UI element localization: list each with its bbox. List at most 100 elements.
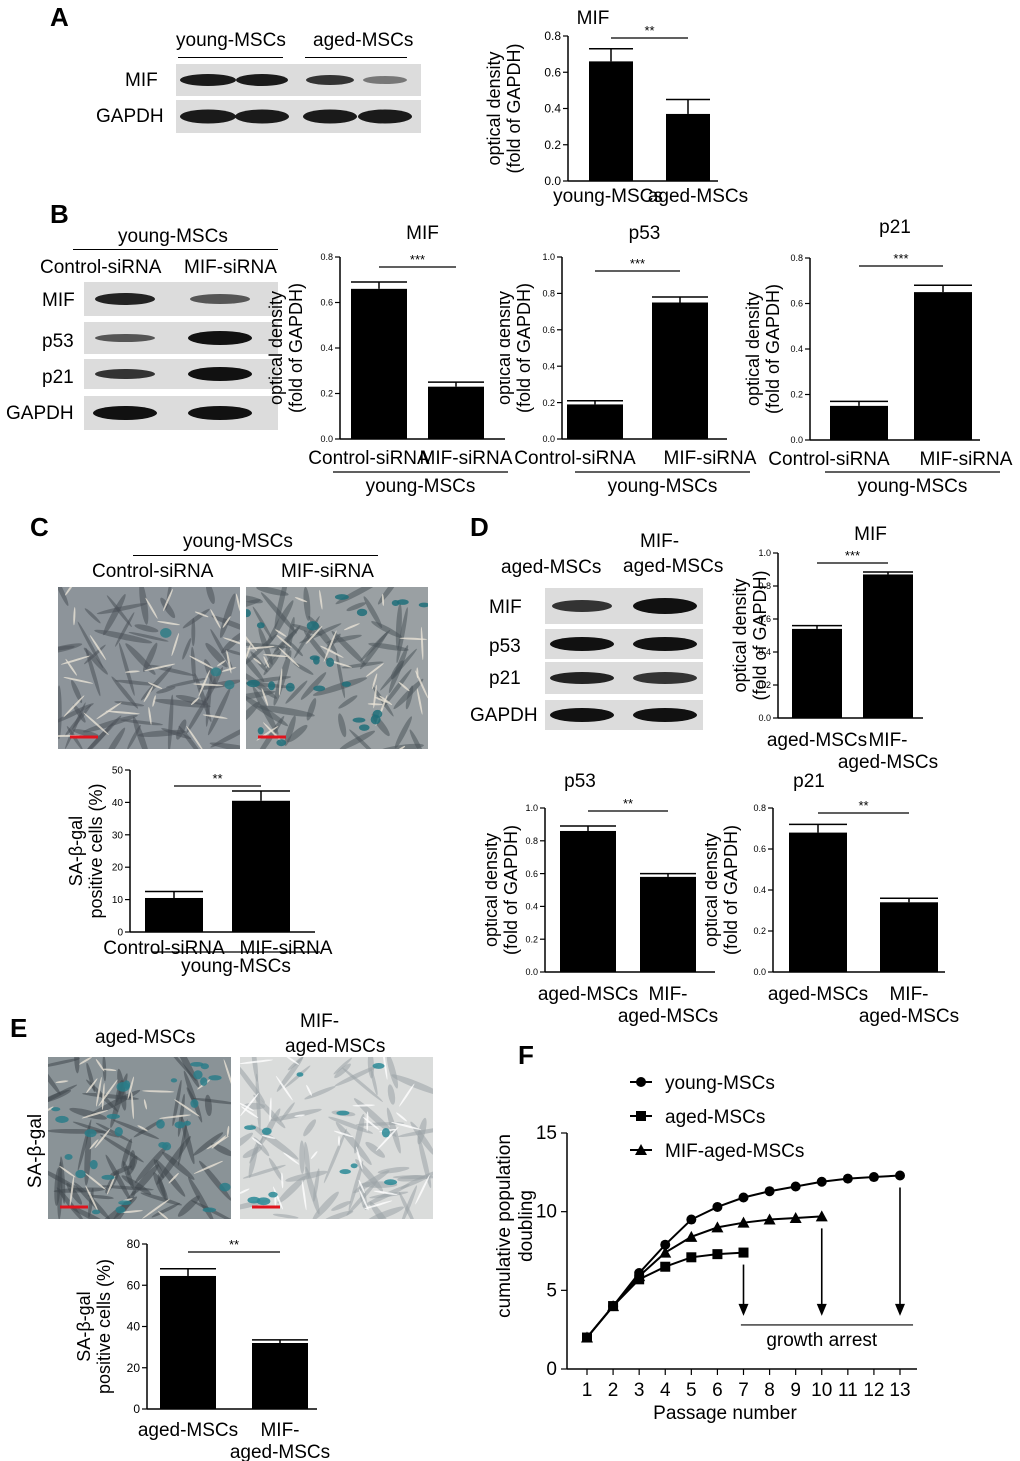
micro-c1-cell-highlight <box>216 660 226 667</box>
chart-b1-ytick-label: 0.2 <box>320 389 333 399</box>
blot-d-p21-band-2 <box>633 672 697 684</box>
blot-b-gapdh-band-1 <box>93 406 157 420</box>
micro-e2-cell-highlight <box>240 1093 259 1117</box>
micro-c2-cell <box>257 705 315 717</box>
chart-f-legend-marker-1 <box>636 1077 646 1087</box>
micro-e-label-mif-aged-1: MIF- <box>300 1011 340 1032</box>
micro-c1-cell <box>175 694 209 706</box>
micro-e2-cell <box>353 1098 397 1137</box>
micro-c2-cell-highlight <box>373 684 377 709</box>
micro-e1-blue-cell <box>174 1121 186 1129</box>
chart-f-point-circle <box>686 1214 697 1225</box>
micro-e1-blue-cell <box>91 1209 101 1215</box>
chart-f-point-circle <box>895 1170 905 1181</box>
chart-c-category-label-2: MIF-siRNA <box>240 938 333 959</box>
micro-c2-cell-highlight <box>372 673 378 690</box>
chart-b2-ytick-label: 0.0 <box>542 434 555 444</box>
chart-f-point-triangle <box>737 1216 750 1228</box>
micro-c1-cell-highlight <box>194 611 209 618</box>
micro-c2-cell-highlight <box>323 630 337 663</box>
micro-e-label-mif-aged-2: aged-MSCs <box>285 1036 386 1057</box>
micro-c1-cell-highlight <box>73 607 76 626</box>
micro-e1-cell <box>180 1116 195 1165</box>
chart-d3-ytick-label: 0.2 <box>753 926 766 936</box>
chart-d-mif: MIF 0.0 0.2 0.4 0.6 0.8 1.0 optical density(fol… <box>730 524 938 773</box>
chart-d3-category-label-2: MIF- <box>889 984 928 1005</box>
blot-b-p21-band-1 <box>95 369 155 379</box>
micro-e2-cell-highlight <box>382 1057 388 1080</box>
chart-f-xtick-label: 2 <box>608 1380 619 1401</box>
micro-e2-blue-cell <box>350 1163 358 1169</box>
chart-f-point-triangle <box>763 1213 776 1225</box>
micro-e1-cell-highlight <box>96 1076 102 1107</box>
chart-d2-ytick-label: 1.0 <box>525 803 538 813</box>
chart-b3-significance-stars: *** <box>893 251 908 266</box>
micro-c2-cell <box>339 730 376 749</box>
chart-b2-ytick-label: 1.0 <box>542 252 555 262</box>
micro-c1-cell <box>211 615 240 635</box>
micro-e2-cell <box>272 1213 299 1219</box>
micro-e2-cell-highlight <box>240 1188 250 1195</box>
micro-c2-blue-cell <box>341 681 352 687</box>
micro-c1-cell <box>103 594 126 636</box>
chart-a: MIF 0.0 0.2 0.4 0.6 0.8 optical density(fold o… <box>484 8 748 207</box>
micro-e1-cell <box>126 1155 138 1176</box>
micro-e1-blue-cell <box>89 1159 98 1170</box>
micro-e2-blue-cell <box>381 1128 390 1138</box>
micro-e1-cell-highlight <box>102 1068 117 1072</box>
micro-e1-cell <box>140 1192 183 1206</box>
micro-c2-cell-highlight <box>278 668 283 696</box>
micro-e-label-aged: aged-MSCs <box>95 1027 196 1048</box>
chart-d2-ylabel-line2: (fold of GAPDH) <box>501 825 521 955</box>
micro-c1-cell <box>205 587 215 604</box>
micro-e1-blue-cell <box>170 1078 178 1083</box>
chart-d1-ylabel-line2: (fold of GAPDH) <box>750 570 770 700</box>
chart-d3-category-label-1: aged-MSCs <box>768 984 868 1005</box>
chart-f-series-line-triangle <box>586 1215 822 1339</box>
micro-e2-cell-highlight <box>283 1152 300 1165</box>
micro-e2-cell <box>323 1128 347 1184</box>
chart-b2-group-label: young-MSCs <box>608 476 718 497</box>
chart-f-point-circle <box>660 1239 671 1250</box>
micro-e1-cell-highlight <box>226 1125 230 1137</box>
micro-c2-cell-highlight <box>381 593 385 606</box>
chart-b3-category-label-2: MIF-siRNA <box>920 449 1013 470</box>
blot-b-row-p53: p53 <box>42 331 74 352</box>
micrograph-c-mif-sirna <box>246 587 428 749</box>
micro-e1-cell-highlight <box>159 1114 191 1119</box>
chart-d2-category-label-1: aged-MSCs <box>538 984 638 1005</box>
micro-e2-cell-highlight <box>333 1130 354 1138</box>
micro-c2-cell <box>246 694 289 727</box>
chart-f-xtick-label: 11 <box>838 1380 858 1401</box>
micrograph-c-control <box>58 587 240 749</box>
micro-c1-cell-highlight <box>148 682 163 689</box>
chart-e-ylabel-line2: positive cells (%) <box>94 1259 114 1394</box>
chart-a-bar-1 <box>589 61 633 181</box>
chart-c-ytick-label: 10 <box>112 895 124 906</box>
chart-b1-bar-2 <box>428 386 484 439</box>
chart-b3-ylabel-line2: (fold of GAPDH) <box>763 284 783 414</box>
micro-e1-cell-highlight <box>48 1106 54 1114</box>
micrograph-e-aged <box>48 1057 231 1219</box>
micro-c1-cell <box>225 649 240 656</box>
micro-e2-blue-cell <box>296 1072 304 1077</box>
chart-b3-category-label-1: Control-siRNA <box>768 449 890 470</box>
micro-e1-cell <box>204 1094 212 1117</box>
micro-e2-cell <box>369 1191 409 1199</box>
chart-b-p21: p21 0.0 0.2 0.4 0.6 0.8 optical density(fold o… <box>745 217 1013 497</box>
micro-e1-blue-cell <box>114 1126 123 1137</box>
chart-b3-ytick-label: 0.0 <box>790 435 803 445</box>
micro-c2-cell-highlight <box>343 623 360 631</box>
micro-e2-cell <box>253 1094 286 1129</box>
micro-e2-cell-highlight <box>306 1084 312 1096</box>
micro-c1-cell <box>82 714 138 733</box>
chart-d3-ylabel-line2: (fold of GAPDH) <box>721 825 741 955</box>
micro-e2-cell <box>277 1175 307 1204</box>
chart-b2-title: p53 <box>629 223 661 244</box>
chart-d1-category-label-1: aged-MSCs <box>767 730 867 751</box>
micro-c1-cell <box>182 638 192 660</box>
blot-b-gapdh-band-2 <box>188 406 252 420</box>
micro-e1-cell <box>192 1098 231 1105</box>
micrograph-e-mif-aged <box>240 1057 433 1219</box>
